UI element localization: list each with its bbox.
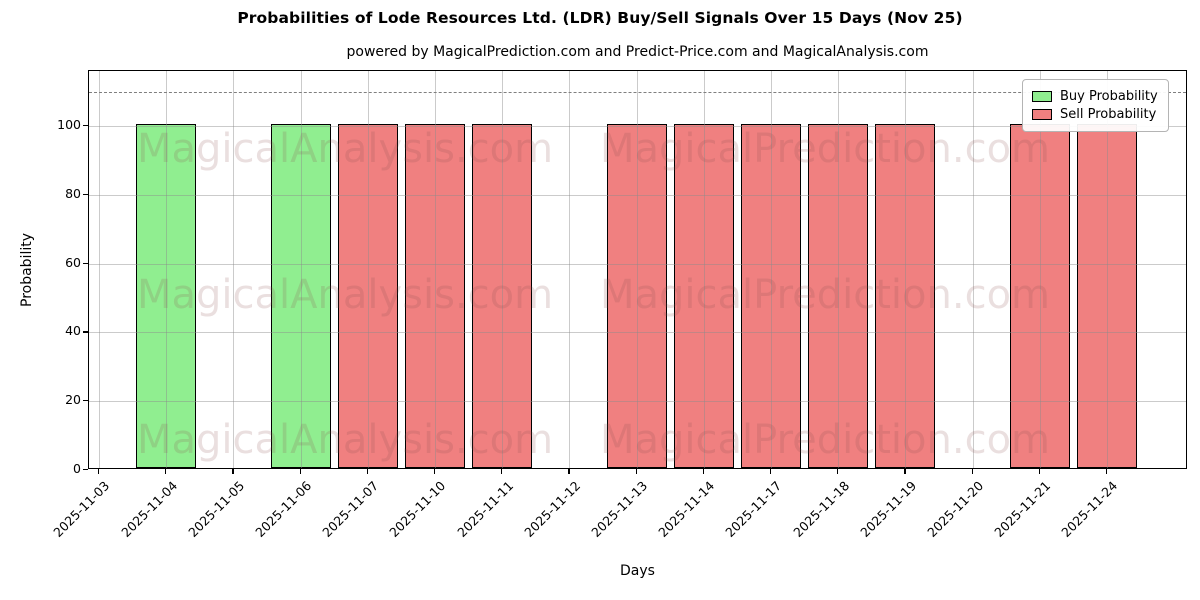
bar-2025-11-17-sell [741,124,801,468]
y-tick-100 [83,125,88,127]
gridline-x-2025-11-20 [972,71,974,468]
x-tick-2025-11-03 [98,469,100,474]
gridline-y-40 [89,332,1186,334]
gridline-x-2025-11-13 [636,71,638,468]
gridline-x-2025-11-17 [771,71,772,468]
gridline-x-2025-11-14 [703,71,705,468]
x-tick-label-text: 2025-11-07 [319,478,382,540]
x-tick-2025-11-06 [299,469,301,474]
gridline-x-2025-11-10 [435,71,436,468]
y-tick-label-80: 80 [65,185,81,201]
x-tick-2025-11-14 [702,469,704,474]
x-tick-2025-11-13 [635,469,637,474]
legend-item-sell: Sell Probability [1032,107,1158,122]
bar-2025-11-24-sell [1077,124,1137,468]
gridline-y-100 [89,126,1186,128]
y-tick-label-0: 0 [73,461,81,476]
gridline-x-2025-11-21 [1039,71,1041,468]
legend-swatch-buy [1032,91,1052,102]
plot-area: Buy Probability Sell Probability [88,70,1187,469]
x-tick-label-text: 2025-11-24 [1058,478,1121,540]
legend: Buy Probability Sell Probability [1022,79,1169,132]
y-tick-0 [83,469,88,471]
x-tick-label-text: 2025-11-06 [252,478,315,540]
x-tick-label-text: 2025-11-18 [789,478,852,540]
x-tick-label-text: 2025-11-11 [453,478,516,540]
gridline-x-2025-11-19 [905,71,907,468]
gridline-x-2025-11-06 [300,71,302,468]
chart-title: Probabilities of Lode Resources Ltd. (LD… [237,9,963,27]
x-tick-label-text: 2025-11-10 [386,478,449,540]
x-tick-label-text: 2025-11-12 [521,478,583,540]
legend-label: Sell Probability [1060,107,1157,122]
y-tick-20 [83,400,88,402]
x-tick-label-text: 2025-11-21 [991,478,1054,540]
gridline-y-20 [89,401,1186,403]
y-tick-40 [83,331,88,333]
gridline-y-80 [89,194,1186,196]
y-tick-label-60: 60 [65,254,81,270]
legend-label: Buy Probability [1060,89,1158,104]
gridline-x-2025-11-11 [502,71,504,468]
bar-2025-11-13-sell [606,124,667,468]
legend-swatch-sell [1032,109,1052,120]
x-tick-label-text: 2025-11-04 [117,478,180,540]
x-tick-2025-11-05 [232,469,234,474]
x-tick-label-text: 2025-11-05 [185,478,247,540]
gridline-x-2025-11-18 [838,71,840,468]
gridline-x-2025-11-24 [1107,71,1108,468]
x-tick-label-text: 2025-11-17 [722,478,785,540]
threshold-dashed-line [89,91,1186,93]
bar-2025-11-06-buy [270,124,331,468]
x-tick-2025-11-10 [434,469,436,474]
x-tick-label-text: 2025-11-13 [588,478,651,540]
gridline-x-2025-11-12 [569,71,571,468]
y-axis-label: Probability [19,232,35,308]
y-tick-80 [83,193,88,195]
gridline-x-2025-11-03 [99,71,100,468]
legend-item-buy: Buy Probability [1032,89,1158,104]
x-tick-label-text: 2025-11-19 [857,478,919,540]
x-tick-2025-11-21 [1038,469,1040,474]
x-tick-label-text: 2025-11-20 [924,478,987,540]
bar-2025-11-10-sell [405,124,465,468]
x-tick-label-text: 2025-11-03 [50,478,113,540]
bar-2025-11-14-sell [673,124,734,468]
bar-2025-11-18-sell [808,124,869,468]
x-tick-2025-11-12 [568,469,570,474]
x-tick-2025-11-18 [837,469,839,474]
y-tick-label-40: 40 [65,323,81,339]
x-axis-label: Days [620,563,655,579]
bar-2025-11-11-sell [472,124,533,468]
gridline-x-2025-11-07 [367,71,369,468]
gridline-x-2025-11-04 [166,71,168,468]
x-tick-2025-11-07 [366,469,368,474]
gridline-y-60 [89,263,1186,265]
y-tick-60 [83,262,88,264]
bar-2025-11-04-buy [136,124,197,468]
x-tick-2025-11-19 [904,469,906,474]
bar-2025-11-07-sell [337,124,398,468]
x-tick-2025-11-24 [1106,469,1108,474]
bar-2025-11-19-sell [875,124,936,468]
x-tick-2025-11-17 [770,469,772,474]
gridline-x-2025-11-05 [233,71,235,468]
x-tick-label-text: 2025-11-14 [655,478,718,540]
y-tick-label-100: 100 [57,117,81,133]
chart-subtitle: powered by MagicalPrediction.com and Pre… [346,44,929,60]
x-tick-2025-11-11 [501,469,503,474]
bar-2025-11-21-sell [1009,124,1070,468]
x-tick-2025-11-04 [165,469,167,474]
y-tick-label-20: 20 [65,392,81,408]
x-tick-2025-11-20 [971,469,973,474]
